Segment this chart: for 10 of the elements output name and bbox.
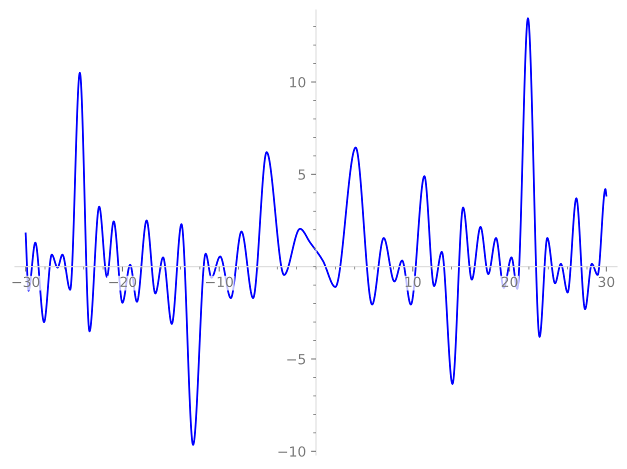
x-tick-label: −10: [206, 276, 233, 288]
x-tick-label: −20: [109, 276, 136, 288]
x-tick-label: −30: [12, 276, 40, 288]
y-tick-label: 5: [298, 169, 306, 180]
y-tick-label: −5: [287, 354, 306, 364]
y-tick-label: 10: [290, 76, 306, 88]
x-tick-label: 20: [502, 276, 518, 288]
y-tick-label: −10: [278, 446, 306, 457]
x-tick-label: 10: [405, 276, 421, 288]
x-tick-label: 30: [598, 276, 614, 288]
